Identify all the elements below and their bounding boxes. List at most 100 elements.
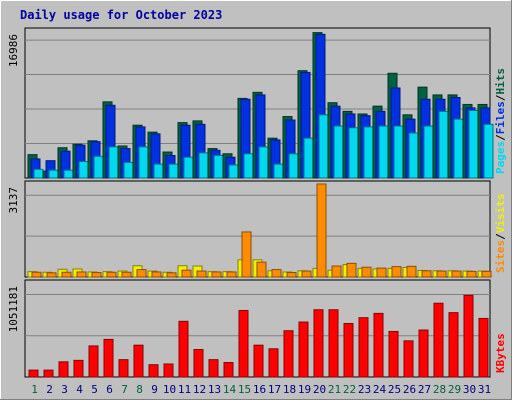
- bar-sites-day-6: [106, 271, 117, 278]
- y-max-label: 3137: [7, 187, 20, 214]
- bar-pages-day-9: [153, 163, 164, 179]
- x-tick-label: 25: [388, 383, 401, 396]
- bar-sites-day-30: [466, 270, 477, 278]
- bar-sites-day-4: [76, 271, 87, 278]
- x-tick-label: 15: [238, 383, 251, 396]
- bar-pages-day-24: [378, 125, 389, 179]
- bar-kbytes-day-8: [133, 344, 144, 378]
- x-tick-label: 21: [328, 383, 341, 396]
- legend-bot: KBytes: [494, 333, 507, 373]
- bar-sites-day-17: [271, 269, 282, 278]
- x-tick-label: 18: [283, 383, 296, 396]
- bar-kbytes-day-19: [298, 321, 309, 378]
- bar-pages-day-5: [93, 155, 104, 179]
- bar-sites-day-14: [226, 271, 237, 278]
- bar-kbytes-day-5: [88, 345, 99, 378]
- legend-item: Files: [494, 101, 507, 134]
- x-tick-label: 19: [298, 383, 311, 396]
- legend-top: Pages/Files/Hits: [494, 68, 507, 174]
- bar-kbytes-day-1: [28, 369, 39, 378]
- x-tick-label: 14: [223, 383, 237, 396]
- bar-kbytes-day-30: [463, 294, 474, 378]
- x-tick-label: 6: [106, 383, 113, 396]
- bar-kbytes-day-7: [118, 359, 129, 378]
- bar-sites-day-1: [31, 271, 42, 278]
- x-tick-label: 20: [313, 383, 326, 396]
- x-tick-label: 29: [448, 383, 461, 396]
- chart-panels: 16986Pages/Files/Hits3137Sites/Visits105…: [7, 27, 507, 378]
- bar-kbytes-day-24: [373, 312, 384, 378]
- bar-sites-day-20: [316, 183, 327, 278]
- bar-pages-day-2: [48, 169, 59, 179]
- bar-sites-day-8: [136, 269, 147, 278]
- bar-kbytes-day-12: [193, 349, 204, 378]
- legend-mid: Sites/Visits: [494, 194, 507, 274]
- bar-sites-day-9: [151, 271, 162, 278]
- x-tick-label: 31: [478, 383, 491, 396]
- panel-mid: 3137 Sites/Visits: [7, 180, 507, 278]
- bar-kbytes-day-11: [178, 320, 189, 378]
- x-axis-labels: 1 2 3 4 5 6 7 8 9 10 11 12 13 14 15 16 17 18 19 20 21 22 23 24 2…: [31, 383, 491, 396]
- bar-kbytes-day-18: [283, 330, 294, 378]
- legend-item: Visits: [494, 194, 507, 234]
- bar-kbytes-day-26: [403, 340, 414, 378]
- legend-item: Sites: [494, 240, 507, 273]
- bar-sites-day-7: [121, 271, 132, 278]
- bar-pages-day-18: [288, 153, 299, 179]
- x-tick-label: 16: [253, 383, 266, 396]
- bar-kbytes-day-20: [313, 309, 324, 378]
- bar-kbytes-day-27: [418, 329, 429, 378]
- x-tick-label: 17: [268, 383, 281, 396]
- bar-pages-day-21: [333, 125, 344, 179]
- x-tick-label: 7: [121, 383, 128, 396]
- bar-kbytes-day-23: [358, 317, 369, 378]
- bar-kbytes-day-4: [73, 359, 84, 378]
- x-tick-label: 26: [403, 383, 416, 396]
- x-tick-label: 10: [163, 383, 176, 396]
- bar-sites-day-15: [241, 231, 252, 278]
- bar-pages-day-20: [318, 114, 329, 179]
- bar-pages-day-13: [213, 154, 224, 179]
- x-tick-label: 8: [136, 383, 143, 396]
- bar-sites-day-31: [481, 270, 492, 278]
- panel-bot: 1051181 KBytes: [7, 279, 507, 378]
- bar-pages-day-19: [303, 137, 314, 179]
- bar-sites-day-3: [61, 271, 72, 278]
- y-max-label: 1051181: [7, 286, 20, 332]
- bar-pages-day-28: [438, 110, 449, 179]
- x-tick-label: 13: [208, 383, 221, 396]
- bar-pages-day-16: [258, 146, 269, 179]
- bar-sites-day-13: [211, 271, 222, 278]
- x-tick-label: 3: [61, 383, 68, 396]
- bar-sites-day-24: [376, 267, 387, 278]
- x-tick-label: 1: [31, 383, 38, 396]
- bar-pages-day-4: [78, 161, 89, 179]
- legend-item: Pages: [494, 141, 507, 174]
- bar-sites-day-25: [391, 266, 402, 278]
- bar-sites-day-26: [406, 265, 417, 278]
- bar-kbytes-day-9: [148, 364, 159, 378]
- bar-sites-day-5: [91, 272, 102, 278]
- bar-pages-day-30: [468, 109, 479, 179]
- x-tick-label: 11: [178, 383, 191, 396]
- x-tick-label: 30: [463, 383, 476, 396]
- bar-kbytes-day-17: [268, 348, 279, 378]
- bar-kbytes-day-29: [448, 312, 459, 378]
- bar-pages-day-6: [108, 146, 119, 179]
- bar-sites-day-27: [421, 270, 432, 278]
- bar-sites-day-22: [346, 262, 357, 278]
- bar-sites-day-21: [331, 265, 342, 278]
- bar-pages-day-17: [273, 163, 284, 179]
- bar-pages-day-12: [198, 152, 209, 179]
- bar-pages-day-10: [168, 163, 179, 179]
- bar-pages-day-8: [138, 146, 149, 179]
- bar-kbytes-day-10: [163, 363, 174, 378]
- bar-sites-day-16: [256, 261, 267, 278]
- bar-sites-day-11: [181, 269, 192, 278]
- bar-sites-day-10: [166, 272, 177, 278]
- bar-sites-day-12: [196, 270, 207, 278]
- bar-kbytes-day-21: [328, 309, 339, 378]
- legend-item: KBytes: [494, 333, 507, 373]
- bar-pages-day-25: [393, 125, 404, 179]
- bar-kbytes-day-6: [103, 338, 114, 378]
